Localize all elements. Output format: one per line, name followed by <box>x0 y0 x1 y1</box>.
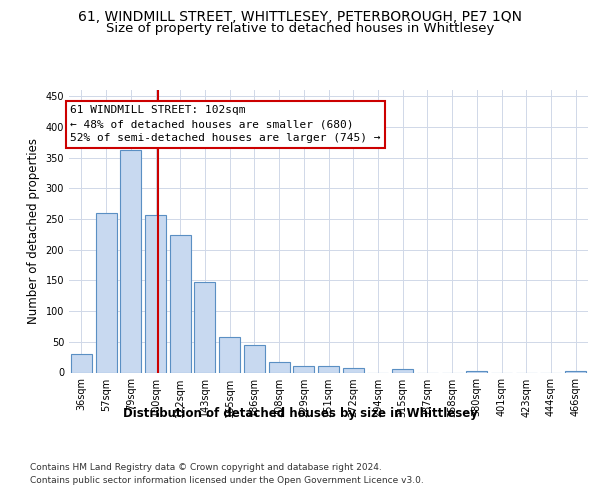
Bar <box>293 366 314 372</box>
Bar <box>170 235 191 372</box>
Bar <box>145 216 166 372</box>
Text: Distribution of detached houses by size in Whittlesey: Distribution of detached houses by size … <box>122 408 478 420</box>
Bar <box>120 150 141 372</box>
Bar <box>565 370 586 372</box>
Bar <box>269 362 290 372</box>
Bar <box>219 338 240 372</box>
Bar <box>95 213 116 372</box>
Text: Contains HM Land Registry data © Crown copyright and database right 2024.: Contains HM Land Registry data © Crown c… <box>30 462 382 471</box>
Bar <box>392 370 413 372</box>
Bar <box>71 354 92 372</box>
Bar <box>194 282 215 372</box>
Text: 61 WINDMILL STREET: 102sqm
← 48% of detached houses are smaller (680)
52% of sem: 61 WINDMILL STREET: 102sqm ← 48% of deta… <box>70 106 381 144</box>
Bar <box>318 366 339 372</box>
Text: 61, WINDMILL STREET, WHITTLESEY, PETERBOROUGH, PE7 1QN: 61, WINDMILL STREET, WHITTLESEY, PETERBO… <box>78 10 522 24</box>
Text: Contains public sector information licensed under the Open Government Licence v3: Contains public sector information licen… <box>30 476 424 485</box>
Bar <box>343 368 364 372</box>
Y-axis label: Number of detached properties: Number of detached properties <box>27 138 40 324</box>
Bar <box>244 346 265 372</box>
Text: Size of property relative to detached houses in Whittlesey: Size of property relative to detached ho… <box>106 22 494 35</box>
